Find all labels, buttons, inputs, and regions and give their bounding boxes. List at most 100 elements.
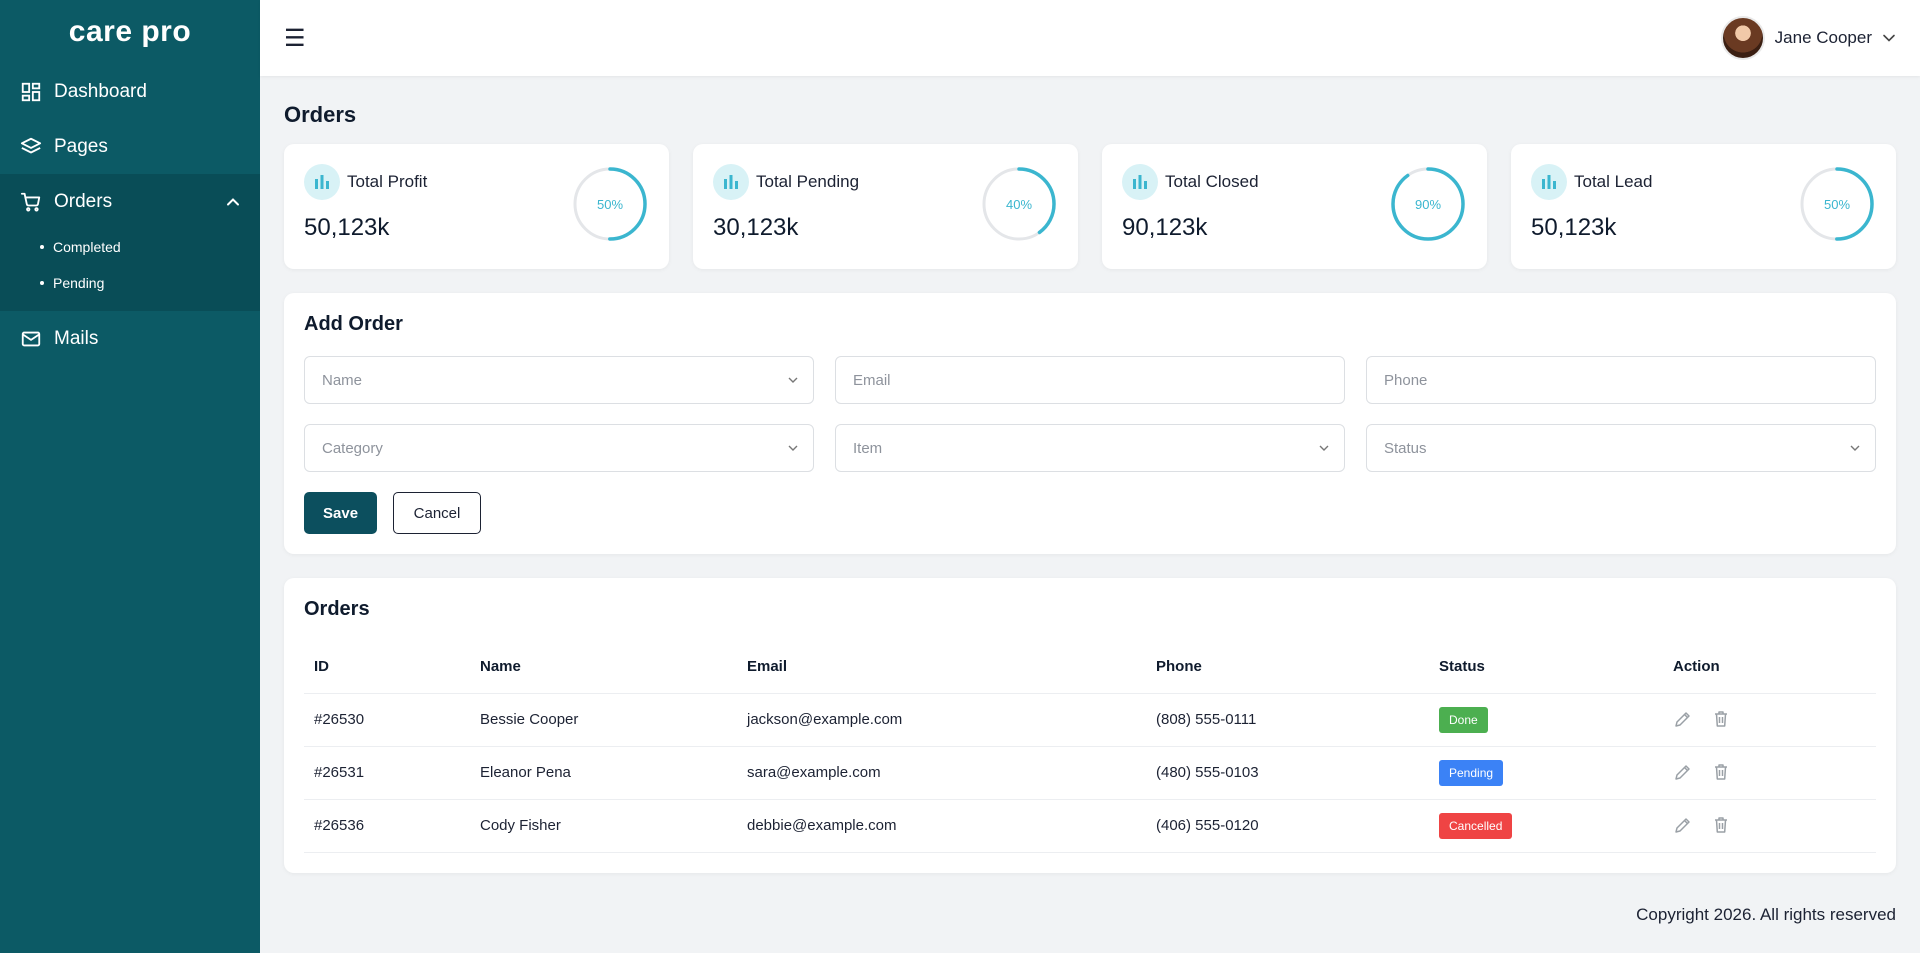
category-select[interactable] <box>305 425 813 471</box>
sidebar-subitem-label: Completed <box>53 239 121 255</box>
progress-ring: 90% <box>1390 166 1466 242</box>
edit-icon[interactable] <box>1673 815 1695 837</box>
table-row: #26536 Cody Fisher debbie@example.com (406)… <box>304 799 1876 853</box>
orders-table-title: Orders <box>304 598 370 620</box>
chevron-down-icon[interactable] <box>1849 442 1861 454</box>
status-badge: Cancelled <box>1439 812 1513 839</box>
bullet-icon <box>40 245 44 249</box>
order-id: #26536 <box>304 799 470 853</box>
cancel-button[interactable]: Cancel <box>393 492 481 534</box>
mail-icon <box>20 328 42 350</box>
progress-ring-fill <box>1800 167 1874 241</box>
bullet-icon <box>40 281 44 285</box>
column-header-email: Email <box>737 641 1146 694</box>
email-field <box>835 356 1345 404</box>
order-name: Eleanor Pena <box>470 746 737 800</box>
stats-row: Total Profit 50,123k 50% Total Pending 30,12… <box>284 144 1896 269</box>
save-button[interactable]: Save <box>304 492 377 534</box>
order-status-cell: Done <box>1429 693 1663 747</box>
edit-icon[interactable] <box>1673 762 1695 784</box>
category-field <box>304 424 814 472</box>
trash-icon[interactable] <box>1711 762 1733 784</box>
phone-input[interactable] <box>1367 357 1875 403</box>
status-field <box>1366 424 1876 472</box>
user-name: Jane Cooper <box>1774 28 1872 47</box>
cart-icon <box>20 191 42 213</box>
bar-chart-icon <box>713 164 749 200</box>
table-header-row: ID Name Email Phone Status Action <box>304 641 1876 694</box>
status-badge: Done <box>1439 706 1488 733</box>
add-order-card: Add Order <box>284 293 1896 554</box>
stat-header: Total Pending <box>713 164 1058 200</box>
avatar[interactable] <box>1720 16 1765 60</box>
progress-ring: 50% <box>572 166 648 242</box>
chevron-up-icon[interactable] <box>226 195 240 209</box>
order-name: Cody Fisher <box>470 799 737 853</box>
sidebar-item-dashboard[interactable]: Dashboard <box>0 64 260 119</box>
item-select[interactable] <box>836 425 1344 471</box>
status-select[interactable] <box>1367 425 1875 471</box>
progress-percent: 50% <box>596 196 624 212</box>
bar-chart-icon <box>304 164 340 200</box>
order-email: debbie@example.com <box>737 799 1146 853</box>
user-menu[interactable]: Jane Cooper <box>1720 16 1896 60</box>
order-phone: (480) 555-0103 <box>1146 746 1429 800</box>
stat-card: Total Pending 30,123k 40% <box>693 144 1078 269</box>
table-body: #26530 Bessie Cooper jackson@example.com (8… <box>304 693 1876 853</box>
column-header-id: ID <box>304 641 470 694</box>
main-content: Orders Total Profit 50,123k 50% Total Pendi… <box>284 76 1896 873</box>
order-email: sara@example.com <box>737 746 1146 800</box>
progress-ring-fill <box>982 167 1056 241</box>
form-actions: Save Cancel <box>304 492 1876 534</box>
bar-chart-icon <box>1531 164 1567 200</box>
order-id: #26530 <box>304 693 470 747</box>
column-header-phone: Phone <box>1146 641 1429 694</box>
orders-submenu: Completed Pending <box>0 229 260 311</box>
sidebar-subitem-pending[interactable]: Pending <box>0 265 260 301</box>
sidebar-item-orders[interactable]: Orders <box>0 174 260 229</box>
name-field <box>304 356 814 404</box>
dashboard-icon <box>20 81 42 103</box>
bar-chart-icon <box>1122 164 1158 200</box>
phone-field <box>1366 356 1876 404</box>
stat-value: 50,123k <box>304 214 390 241</box>
page-title: Orders <box>284 102 357 127</box>
order-id: #26531 <box>304 746 470 800</box>
brand-logo[interactable]: care pro <box>68 15 192 48</box>
sidebar-item-pages[interactable]: Pages <box>0 119 260 174</box>
sidebar: care pro Dashboard Pages Orders Complete… <box>0 0 260 953</box>
order-phone: (808) 555-0111 <box>1146 693 1429 747</box>
progress-ring-fill <box>573 167 647 241</box>
stat-header: Total Profit <box>304 164 649 200</box>
stat-card: Total Closed 90,123k 90% <box>1102 144 1487 269</box>
order-actions <box>1663 746 1876 800</box>
sidebar-subitem-completed[interactable]: Completed <box>0 229 260 265</box>
column-header-status: Status <box>1429 641 1663 694</box>
email-input[interactable] <box>836 357 1344 403</box>
edit-icon[interactable] <box>1673 709 1695 731</box>
sidebar-item-mails[interactable]: Mails <box>0 311 260 366</box>
trash-icon[interactable] <box>1711 815 1733 837</box>
stat-value: 30,123k <box>713 214 799 241</box>
add-order-title: Add Order <box>304 313 403 335</box>
name-select[interactable] <box>305 357 813 403</box>
menu-icon[interactable]: ☰ <box>284 24 306 52</box>
table-row: #26530 Bessie Cooper jackson@example.com (8… <box>304 693 1876 747</box>
chevron-down-icon[interactable] <box>1318 442 1330 454</box>
chevron-down-icon[interactable] <box>1882 31 1896 45</box>
sidebar-item-label: Orders <box>54 190 113 212</box>
chevron-down-icon[interactable] <box>787 442 799 454</box>
stat-value: 90,123k <box>1122 214 1208 241</box>
order-status-cell: Cancelled <box>1429 799 1663 853</box>
chevron-down-icon[interactable] <box>787 374 799 386</box>
column-header-action: Action <box>1663 641 1876 694</box>
order-phone: (406) 555-0120 <box>1146 799 1429 853</box>
progress-ring-fill <box>1391 167 1465 241</box>
progress-percent: 40% <box>1005 196 1033 212</box>
trash-icon[interactable] <box>1711 709 1733 731</box>
stat-label: Total Closed <box>1165 172 1259 191</box>
table-row: #26531 Eleanor Pena sara@example.com (480) … <box>304 746 1876 800</box>
sidebar-item-label: Pages <box>54 135 108 157</box>
footer-copyright: Copyright 2026. All rights reserved <box>1636 905 1896 924</box>
progress-percent: 90% <box>1414 196 1442 212</box>
